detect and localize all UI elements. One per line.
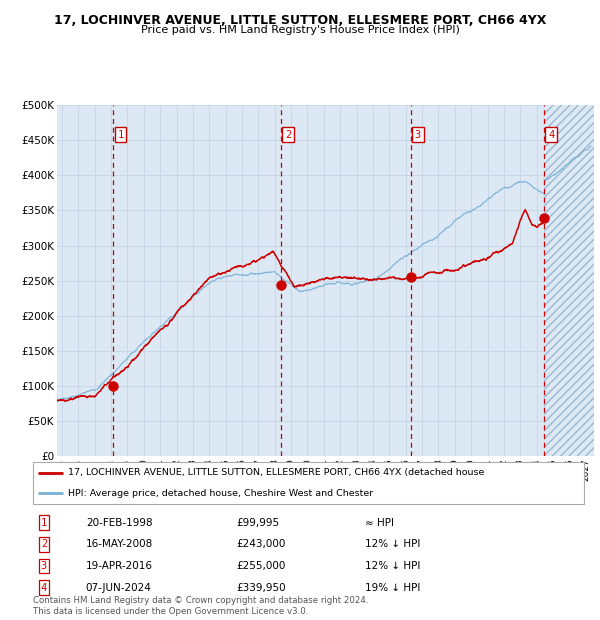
Text: ≈ HPI: ≈ HPI: [365, 518, 394, 528]
Text: £99,995: £99,995: [236, 518, 280, 528]
Bar: [544, 105, 594, 456]
Text: 12% ↓ HPI: 12% ↓ HPI: [365, 561, 420, 571]
Bar: [544, 105, 594, 456]
Text: 17, LOCHINVER AVENUE, LITTLE SUTTON, ELLESMERE PORT, CH66 4YX: 17, LOCHINVER AVENUE, LITTLE SUTTON, ELL…: [54, 14, 546, 27]
Text: £243,000: £243,000: [236, 539, 286, 549]
FancyBboxPatch shape: [33, 462, 584, 504]
Text: £255,000: £255,000: [236, 561, 286, 571]
Text: £339,950: £339,950: [236, 583, 286, 593]
Text: 16-MAY-2008: 16-MAY-2008: [86, 539, 153, 549]
Text: 20-FEB-1998: 20-FEB-1998: [86, 518, 152, 528]
Text: 19% ↓ HPI: 19% ↓ HPI: [365, 583, 420, 593]
Text: 3: 3: [415, 130, 421, 140]
Text: 07-JUN-2024: 07-JUN-2024: [86, 583, 152, 593]
Text: 19-APR-2016: 19-APR-2016: [86, 561, 153, 571]
Text: 4: 4: [41, 583, 47, 593]
Text: 17, LOCHINVER AVENUE, LITTLE SUTTON, ELLESMERE PORT, CH66 4YX (detached house: 17, LOCHINVER AVENUE, LITTLE SUTTON, ELL…: [68, 468, 484, 477]
Bar: [544, 105, 594, 456]
Text: This data is licensed under the Open Government Licence v3.0.: This data is licensed under the Open Gov…: [33, 607, 308, 616]
Text: 1: 1: [41, 518, 47, 528]
Text: 1: 1: [117, 130, 124, 140]
Text: 2: 2: [41, 539, 47, 549]
Text: HPI: Average price, detached house, Cheshire West and Chester: HPI: Average price, detached house, Ches…: [68, 489, 373, 498]
Text: Contains HM Land Registry data © Crown copyright and database right 2024.: Contains HM Land Registry data © Crown c…: [33, 596, 368, 604]
Text: 2: 2: [285, 130, 292, 140]
Text: 3: 3: [41, 561, 47, 571]
Text: Price paid vs. HM Land Registry's House Price Index (HPI): Price paid vs. HM Land Registry's House …: [140, 25, 460, 35]
Text: 12% ↓ HPI: 12% ↓ HPI: [365, 539, 420, 549]
Text: 4: 4: [548, 130, 554, 140]
